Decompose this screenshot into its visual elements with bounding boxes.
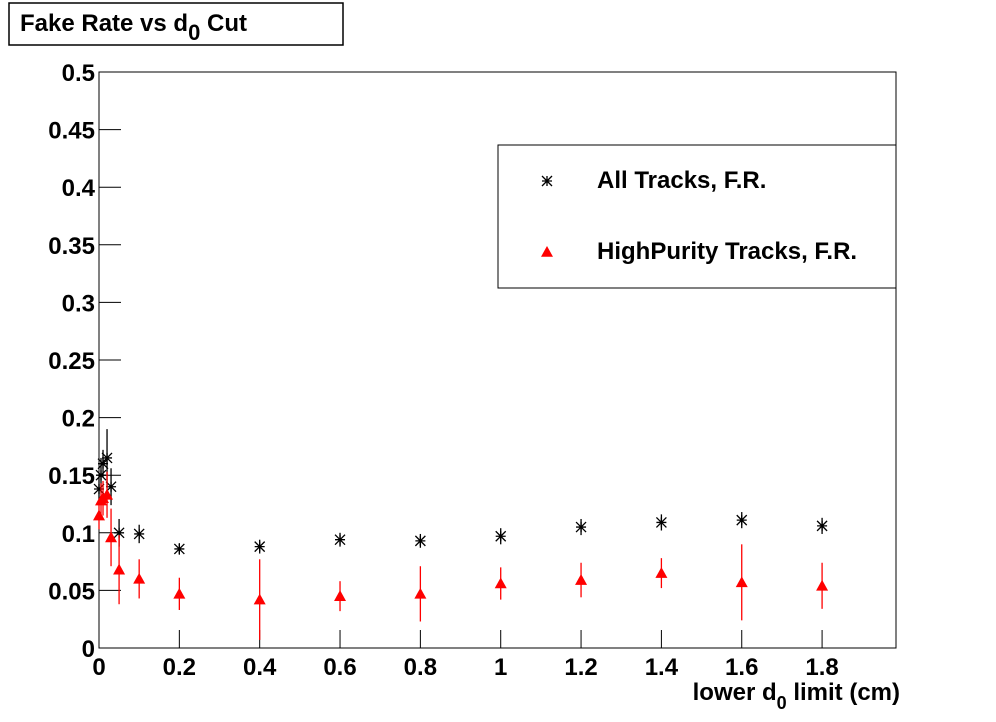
x-label-after: limit (cm) (787, 679, 900, 706)
marker-triangle (334, 590, 347, 601)
marker-triangle (655, 567, 668, 578)
x-tick-label: 0.2 (163, 654, 196, 681)
x-tick-label: 1.8 (805, 654, 838, 681)
marker-triangle (575, 574, 588, 585)
title-box (8, 2, 344, 46)
x-tick-label: 1.6 (725, 654, 758, 681)
marker-star (133, 528, 145, 540)
marker-star (105, 481, 117, 493)
marker-triangle (494, 577, 507, 589)
marker-star (95, 469, 107, 481)
marker-star (736, 514, 748, 526)
legend-label: HighPurity Tracks, F.R. (597, 238, 857, 265)
marker-star (93, 483, 105, 495)
marker-star (254, 541, 266, 553)
marker-triangle (113, 563, 126, 575)
marker-star (173, 543, 185, 555)
marker-triangle (101, 488, 114, 500)
x-label-sub: 0 (777, 693, 787, 713)
marker-triangle (414, 587, 427, 599)
y-tick-label: 0.35 (48, 233, 95, 260)
y-tick-label: 0.45 (48, 118, 95, 145)
x-tick-label: 1.4 (645, 654, 679, 681)
y-tick-label: 0.15 (48, 463, 95, 490)
y-tick-label: 0 (82, 636, 95, 663)
marker-star (816, 520, 828, 532)
y-tick-label: 0.3 (62, 290, 95, 317)
y-tick-label: 0.5 (62, 60, 95, 87)
chart-title: Fake Rate vs d0 Cut (20, 10, 247, 45)
title-after: Cut (200, 10, 247, 37)
y-tick-label: 0.1 (62, 521, 95, 548)
marker-star (101, 452, 113, 464)
x-tick-label: 1.2 (564, 654, 597, 681)
marker-triangle (93, 509, 105, 521)
y-tick-label: 0.2 (62, 406, 95, 433)
marker-star (113, 527, 125, 539)
x-tick-label: 0.8 (404, 654, 437, 681)
y-tick-label: 0.25 (48, 348, 95, 375)
marker-triangle (173, 587, 186, 599)
x-axis-label: lower d0 limit (cm) (693, 679, 900, 713)
marker-triangle (253, 593, 266, 605)
marker-star (495, 530, 507, 542)
marker-triangle (133, 572, 146, 584)
x-tick-label: 0.6 (323, 654, 356, 681)
marker-star (334, 534, 346, 546)
legend-label: All Tracks, F.R. (597, 167, 766, 194)
marker-star (541, 175, 553, 187)
marker-star (655, 516, 667, 528)
y-tick-label: 0.4 (62, 175, 96, 202)
x-tick-label: 0 (92, 654, 105, 681)
title-sub: 0 (188, 20, 200, 45)
marker-triangle (105, 531, 118, 543)
marker-star (414, 535, 426, 547)
y-tick-label: 0.05 (48, 578, 95, 605)
x-tick-label: 0.4 (243, 654, 277, 681)
legend-box (497, 144, 897, 289)
x-tick-label: 1 (494, 654, 507, 681)
marker-triangle (541, 246, 553, 257)
title-text: Fake Rate vs d (20, 10, 188, 37)
marker-triangle (816, 579, 829, 591)
marker-star (97, 458, 109, 470)
marker-triangle (735, 576, 748, 588)
x-label-text: lower d (693, 679, 777, 706)
marker-star (575, 521, 587, 533)
